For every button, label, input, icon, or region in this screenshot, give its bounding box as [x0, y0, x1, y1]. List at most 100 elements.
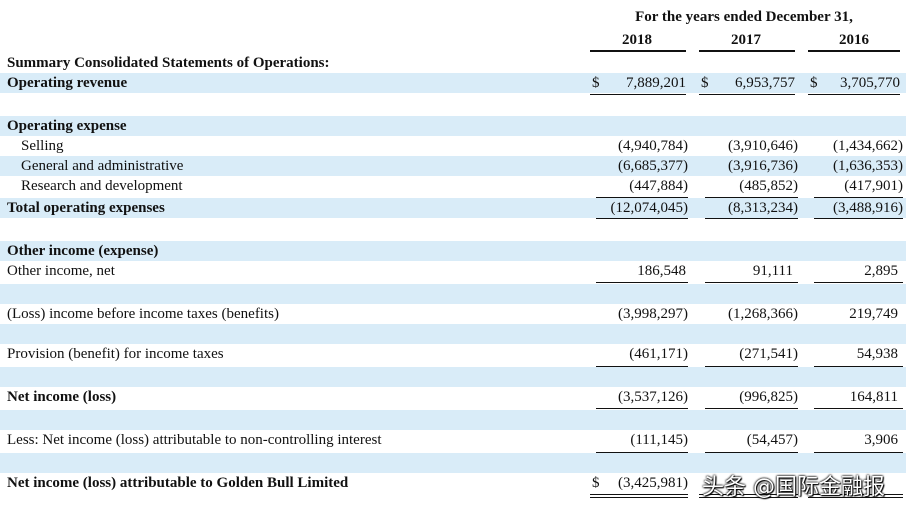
value-2017: (54,457) [701, 430, 798, 450]
value-2016: $ 3,705,770 [810, 73, 900, 93]
cell-value: (3,998,297) [618, 306, 688, 322]
underline [590, 94, 686, 95]
header-rule [808, 50, 900, 52]
value-2017: 91,111 [701, 261, 793, 281]
value-2018: (111,145) [592, 430, 688, 450]
value-2017: (996,825) [701, 387, 798, 407]
cell-value: (4,940,784) [618, 138, 688, 154]
underline [705, 218, 798, 219]
row-label: Selling [21, 138, 64, 154]
value-2017: $ 6,953,757 [701, 73, 795, 93]
summary-title: Summary Consolidated Statements of Opera… [7, 55, 330, 71]
other-income-header-row: Other income (expense) [0, 241, 906, 261]
year-header-2016: 2016 [839, 32, 869, 48]
value-2017: (3,910,646) [701, 136, 798, 156]
operating-revenue-row: Operating revenue $ 7,889,201 $ 6,953,75… [0, 73, 906, 93]
general-admin-row: General and administrative (6,685,377) (… [0, 156, 906, 176]
research-dev-row: Research and development (447,884) (485,… [0, 176, 906, 196]
underline [596, 282, 688, 283]
spacer-band [0, 453, 906, 473]
underline [814, 366, 903, 367]
underline [814, 452, 903, 453]
cell-value: (1,268,366) [728, 306, 798, 322]
underline [705, 452, 798, 453]
underline [596, 366, 688, 367]
section-heading: Operating expense [7, 118, 127, 134]
value-2016: 54,938 [810, 344, 898, 364]
cell-value: 3,906 [864, 432, 898, 448]
cell-value: 6,953,757 [735, 75, 795, 91]
value-2018: (4,940,784) [592, 136, 688, 156]
cell-value: (996,825) [739, 389, 798, 405]
value-2018: (6,685,377) [592, 156, 688, 176]
double-underline [699, 494, 798, 498]
cell-value: (447,884) [629, 178, 688, 194]
cell-value: (3,425,981) [618, 475, 688, 491]
row-label: Total operating expenses [7, 200, 165, 216]
cell-value: 54,938 [856, 346, 898, 362]
underline [705, 408, 798, 409]
value-2016: (1,636,353) [810, 156, 903, 176]
underline [705, 366, 798, 367]
cell-value: (6,685,377) [618, 158, 688, 174]
underline [814, 218, 903, 219]
underline [596, 218, 688, 219]
net-income-row: Net income (loss) (3,537,126) (996,825) … [0, 387, 906, 407]
currency-symbol: $ [701, 75, 709, 91]
cell-value: 164,811 [849, 389, 898, 405]
non-controlling-row: Less: Net income (loss) attributable to … [0, 430, 906, 450]
header-rule [590, 50, 686, 52]
underline [596, 408, 688, 409]
value-2017: (1,268,366) [701, 304, 798, 324]
value-2016: 164,811 [810, 387, 898, 407]
row-label: General and administrative [21, 158, 184, 174]
value-2017: (3,916,736) [701, 156, 798, 176]
row-label: Provision (benefit) for income taxes [7, 346, 224, 362]
cell-value: (417,901) [844, 178, 903, 194]
cell-value: (271,541) [739, 346, 798, 362]
row-label: Less: Net income (loss) attributable to … [7, 432, 382, 448]
value-2016: (417,901) [810, 176, 903, 196]
watermark-text: 头条 @国际金融报 [702, 475, 885, 500]
double-underline [808, 494, 903, 498]
cell-value: (3,537,126) [618, 389, 688, 405]
loss-before-tax-row: (Loss) income before income taxes (benef… [0, 304, 906, 324]
row-label: (Loss) income before income taxes (benef… [7, 306, 279, 322]
selling-row: Selling (4,940,784) (3,910,646) (1,434,6… [0, 136, 906, 156]
cell-value: (485,852) [739, 178, 798, 194]
total-operating-expenses-row: Total operating expenses (12,074,045) (8… [0, 198, 906, 218]
underline [814, 197, 903, 198]
value-2017: (8,313,234) [701, 198, 798, 218]
row-label: Other income, net [7, 263, 115, 279]
row-label: Net income (loss) attributable to Golden… [7, 475, 349, 491]
value-2016: 2,895 [810, 261, 898, 281]
cell-value: (8,313,234) [728, 200, 798, 216]
cell-value: (3,910,646) [728, 138, 798, 154]
other-income-net-row: Other income, net 186,548 91,111 2,895 [0, 261, 906, 281]
summary-row: Summary Consolidated Statements of Opera… [0, 53, 906, 73]
value-2016: (1,434,662) [810, 136, 903, 156]
value-2017: (485,852) [701, 176, 798, 196]
value-2018: (3,537,126) [592, 387, 688, 407]
value-2016: 219,749 [810, 304, 898, 324]
value-2016: (3,488,916) [810, 198, 903, 218]
underline [814, 282, 903, 283]
value-2018: $ (3,425,981) [592, 473, 688, 493]
cell-value: (54,457) [746, 432, 798, 448]
spacer-band [0, 324, 906, 344]
underline [705, 197, 798, 198]
currency-symbol: $ [810, 75, 818, 91]
cell-value: 186,548 [637, 263, 686, 279]
underline [705, 282, 798, 283]
cell-value: (461,171) [629, 346, 688, 362]
value-2018: (3,998,297) [592, 304, 688, 324]
attributable-golden-bull-row: Net income (loss) attributable to Golden… [0, 473, 906, 493]
underline [814, 408, 903, 409]
period-header: For the years ended December 31, [635, 9, 853, 25]
operating-expense-row: Operating expense [0, 116, 906, 136]
cell-value: (1,636,353) [833, 158, 903, 174]
cell-value: (111,145) [630, 432, 688, 448]
year-header-2018: 2018 [622, 32, 652, 48]
value-2018: (447,884) [592, 176, 688, 196]
cell-value: 2,895 [864, 263, 898, 279]
